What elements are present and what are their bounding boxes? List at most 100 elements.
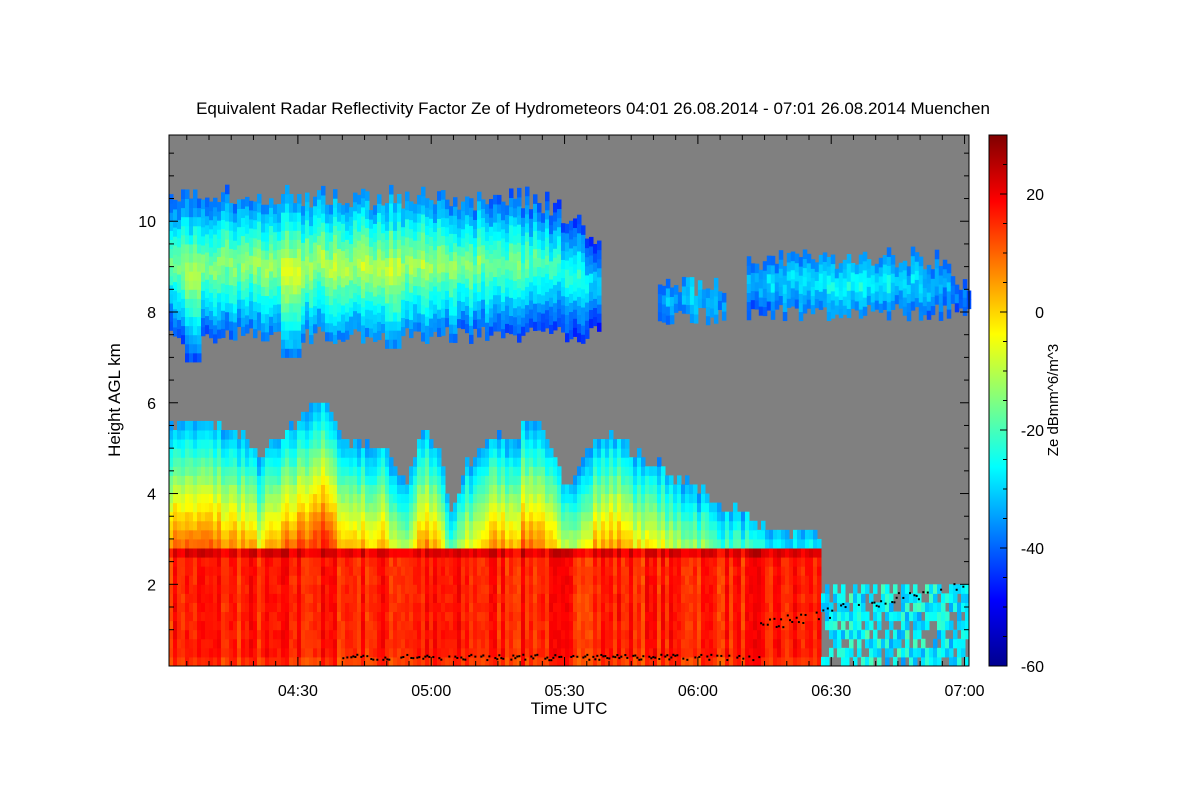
reflectivity-cell	[173, 326, 178, 337]
reflectivity-cell	[361, 324, 366, 335]
reflectivity-cell	[449, 638, 454, 649]
reflectivity-cell	[233, 267, 238, 278]
reflectivity-cell	[221, 466, 226, 476]
reflectivity-cell	[377, 257, 382, 268]
reflectivity-cell	[173, 218, 178, 228]
reflectivity-cell	[661, 484, 666, 495]
reflectivity-cell	[405, 191, 410, 202]
reflectivity-cell	[313, 457, 318, 467]
reflectivity-cell	[257, 230, 262, 240]
reflectivity-cell	[537, 656, 542, 667]
reflectivity-cell	[477, 656, 482, 667]
reflectivity-cell	[357, 638, 362, 649]
reflectivity-cell	[789, 557, 794, 567]
reflectivity-cell	[277, 294, 282, 305]
reflectivity-cell	[181, 298, 186, 308]
reflectivity-cell	[201, 593, 206, 603]
reflectivity-cell	[573, 593, 578, 603]
reflectivity-cell	[389, 330, 394, 340]
reflectivity-cell	[809, 647, 814, 658]
reflectivity-cell	[213, 584, 218, 594]
reflectivity-cell	[413, 294, 418, 305]
reflectivity-cell	[557, 520, 562, 531]
reflectivity-cell	[509, 647, 514, 658]
reflectivity-cell	[245, 233, 250, 243]
reflectivity-cell	[489, 538, 494, 549]
reflectivity-cell	[553, 647, 558, 658]
reflectivity-cell	[577, 620, 582, 631]
reflectivity-cell	[509, 520, 514, 531]
reflectivity-cell	[737, 593, 742, 603]
reflectivity-cell	[353, 475, 358, 485]
reflectivity-cell	[209, 557, 214, 567]
reflectivity-cell	[473, 538, 478, 549]
reflectivity-cell	[417, 213, 422, 223]
reflectivity-cell	[321, 430, 326, 440]
reflectivity-cell	[289, 275, 294, 286]
reflectivity-cell	[193, 566, 198, 576]
reflectivity-cell	[725, 611, 730, 622]
reflectivity-cell	[205, 297, 210, 307]
reflectivity-cell	[829, 602, 834, 613]
reflectivity-cell	[405, 309, 410, 320]
reflectivity-cell	[293, 239, 298, 249]
reflectivity-cell	[253, 548, 258, 558]
reflectivity-cell	[289, 257, 294, 268]
reflectivity-cell	[649, 529, 654, 540]
reflectivity-cell	[737, 638, 742, 649]
reflectivity-cell	[445, 520, 450, 531]
reflectivity-cell	[341, 493, 346, 504]
reflectivity-cell	[709, 538, 714, 549]
reflectivity-cell	[449, 529, 454, 540]
reflectivity-cell	[425, 566, 430, 576]
reflectivity-cell	[445, 656, 450, 667]
reflectivity-cell	[465, 538, 470, 549]
reflectivity-cell	[589, 557, 594, 567]
reflectivity-cell	[433, 611, 438, 622]
reflectivity-cell	[373, 232, 378, 243]
reflectivity-cell	[729, 602, 734, 613]
reflectivity-cell	[473, 638, 478, 649]
reflectivity-cell	[217, 229, 222, 239]
reflectivity-cell	[201, 199, 206, 210]
reflectivity-cell	[553, 638, 558, 649]
reflectivity-cell	[249, 291, 254, 302]
reflectivity-cell	[713, 538, 718, 549]
reflectivity-cell	[429, 475, 434, 485]
reflectivity-cell	[205, 206, 210, 217]
reflectivity-cell	[641, 493, 646, 504]
reflectivity-cell	[437, 327, 442, 337]
reflectivity-cell	[249, 575, 254, 585]
reflectivity-cell	[269, 575, 274, 585]
reflectivity-cell	[609, 484, 614, 495]
reflectivity-cell	[793, 538, 798, 549]
reflectivity-cell	[345, 439, 350, 449]
reflectivity-cell	[649, 638, 654, 649]
reflectivity-cell	[497, 529, 502, 540]
reflectivity-cell	[341, 332, 346, 342]
reflectivity-cell	[409, 466, 414, 476]
reflectivity-cell	[509, 638, 514, 649]
reflectivity-cell	[317, 290, 322, 300]
reflectivity-cell	[469, 520, 474, 531]
reflectivity-cell	[373, 638, 378, 649]
reflectivity-cell	[681, 493, 686, 504]
reflectivity-cell	[189, 343, 194, 354]
reflectivity-cell	[245, 224, 250, 234]
reflectivity-cell	[433, 529, 438, 540]
reflectivity-cell	[689, 557, 694, 567]
reflectivity-cell	[549, 638, 554, 649]
reflectivity-cell	[321, 575, 326, 585]
reflectivity-cell	[305, 593, 310, 603]
reflectivity-cell	[581, 538, 586, 549]
reflectivity-cell	[605, 511, 610, 522]
reflectivity-cell	[477, 593, 482, 603]
reflectivity-cell	[217, 611, 222, 622]
reflectivity-cell	[185, 343, 190, 354]
reflectivity-cell	[269, 484, 274, 495]
reflectivity-cell	[813, 548, 818, 558]
reflectivity-cell	[305, 310, 310, 321]
reflectivity-cell	[317, 520, 322, 531]
reflectivity-cell	[589, 656, 594, 667]
reflectivity-cell	[905, 593, 910, 603]
